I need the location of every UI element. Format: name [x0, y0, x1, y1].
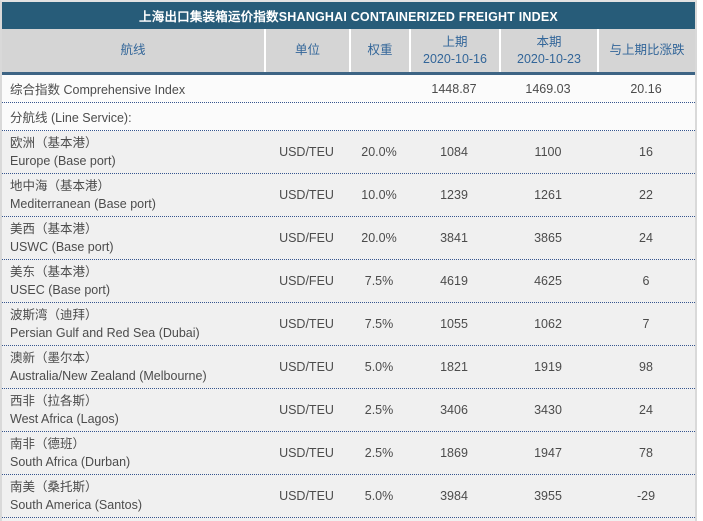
composite-curr-value: 1469.03: [525, 81, 571, 96]
unit-cell: USD/TEU: [279, 489, 334, 503]
unit-cell: USD/TEU: [279, 360, 334, 374]
unit-cell: USD/TEU: [279, 188, 334, 202]
weight-cell: 7.5%: [364, 274, 394, 288]
section-label: 分航线 (Line Service):: [10, 111, 132, 125]
table-bottom-spacer: [2, 518, 695, 521]
header-weight: 权重: [349, 29, 409, 72]
change-value-cell: 16: [639, 145, 653, 159]
change-value-cell: 24: [639, 403, 653, 417]
route-name-cn: 波斯湾（迪拜）: [10, 307, 98, 322]
route-row: 南美（桑托斯） South America (Santos) USD/TEU 5…: [2, 475, 695, 518]
route-name-cn: 南美（桑托斯）: [10, 479, 98, 494]
route-row: 地中海（基本港） Mediterranean (Base port) USD/T…: [2, 174, 695, 217]
prev-value-cell: 1239: [440, 188, 468, 202]
header-curr-date: 2020-10-23: [517, 51, 581, 66]
weight-cell: 2.5%: [364, 403, 394, 417]
curr-value-cell: 3430: [534, 403, 562, 417]
route-name-en: USWC (Base port): [10, 240, 114, 254]
curr-value-cell: 4625: [534, 274, 562, 288]
route-name-en: Persian Gulf and Red Sea (Dubai): [10, 326, 200, 340]
change-value-cell: -29: [636, 489, 656, 503]
weight-cell: 5.0%: [364, 489, 394, 503]
header-prev-period: 上期 2020-10-16: [409, 29, 499, 72]
header-prev-label: 上期: [442, 34, 468, 49]
route-name-cn: 澳新（墨尔本）: [10, 350, 98, 365]
route-name-cn: 欧洲（基本港）: [10, 135, 98, 150]
route-name-en: South Africa (Durban): [10, 455, 131, 469]
route-name-en: South America (Santos): [10, 498, 143, 512]
composite-index-label: 综合指数 Comprehensive Index: [10, 83, 186, 97]
weight-cell: 2.5%: [364, 446, 394, 460]
unit-cell: USD/TEU: [279, 317, 334, 331]
route-row: 欧洲（基本港） Europe (Base port) USD/TEU 20.0%…: [2, 131, 695, 174]
route-row: 波斯湾（迪拜） Persian Gulf and Red Sea (Dubai)…: [2, 303, 695, 346]
prev-value-cell: 3406: [440, 403, 468, 417]
prev-value-cell: 1821: [440, 360, 468, 374]
prev-value-cell: 4619: [440, 274, 468, 288]
curr-value-cell: 1919: [534, 360, 562, 374]
header-change: 与上期比涨跌: [597, 29, 695, 72]
weight-cell: 20.0%: [361, 145, 397, 159]
curr-value-cell: 3955: [534, 489, 562, 503]
prev-value-cell: 3984: [440, 489, 468, 503]
route-name-cn: 西非（拉各斯）: [10, 393, 98, 408]
composite-change-value: 20.16: [630, 81, 662, 96]
table-title: 上海出口集装箱运价指数SHANGHAI CONTAINERIZED FREIGH…: [139, 10, 558, 24]
prev-value-cell: 1869: [440, 446, 468, 460]
change-value-cell: 78: [639, 446, 653, 460]
route-row: 美西（基本港） USWC (Base port) USD/FEU 20.0% 3…: [2, 217, 695, 260]
unit-cell: USD/TEU: [279, 403, 334, 417]
route-name-cn: 地中海（基本港）: [10, 178, 111, 193]
composite-prev-value: 1448.87: [431, 81, 477, 96]
route-name-en: Australia/New Zealand (Melbourne): [10, 369, 207, 383]
curr-value-cell: 1947: [534, 446, 562, 460]
header-prev-date: 2020-10-16: [423, 51, 487, 66]
route-name-en: Europe (Base port): [10, 154, 116, 168]
unit-cell: USD/FEU: [279, 231, 334, 245]
route-row: 南非（德班） South Africa (Durban) USD/TEU 2.5…: [2, 432, 695, 475]
unit-cell: USD/TEU: [279, 145, 334, 159]
route-name-cn: 美东（基本港）: [10, 264, 98, 279]
header-curr-period: 本期 2020-10-23: [499, 29, 597, 72]
route-name-cn: 南非（德班）: [10, 436, 86, 451]
prev-value-cell: 1084: [440, 145, 468, 159]
route-rows-container: 欧洲（基本港） Europe (Base port) USD/TEU 20.0%…: [2, 131, 695, 518]
route-name-en: West Africa (Lagos): [10, 412, 119, 426]
curr-value-cell: 3865: [534, 231, 562, 245]
route-name-en: Mediterranean (Base port): [10, 197, 156, 211]
unit-cell: USD/FEU: [279, 274, 334, 288]
change-value-cell: 22: [639, 188, 653, 202]
route-name-en: USEC (Base port): [10, 283, 111, 297]
weight-cell: 7.5%: [364, 317, 394, 331]
change-value-cell: 98: [639, 360, 653, 374]
unit-cell: USD/TEU: [279, 446, 334, 460]
route-row: 澳新（墨尔本） Australia/New Zealand (Melbourne…: [2, 346, 695, 389]
table-header-row: 航线 单位 权重 上期 2020-10-16 本期 2020-10-23 与上期…: [2, 29, 695, 75]
change-value-cell: 6: [642, 274, 650, 288]
table-title-bar: 上海出口集装箱运价指数SHANGHAI CONTAINERIZED FREIGH…: [2, 2, 695, 29]
curr-value-cell: 1100: [534, 145, 562, 159]
curr-value-cell: 1261: [534, 188, 562, 202]
route-name-cn: 美西（基本港）: [10, 221, 98, 236]
header-unit: 单位: [264, 29, 349, 72]
route-row: 美东（基本港） USEC (Base port) USD/FEU 7.5% 46…: [2, 260, 695, 303]
curr-value-cell: 1062: [534, 317, 562, 331]
weight-cell: 5.0%: [364, 360, 394, 374]
prev-value-cell: 3841: [440, 231, 468, 245]
route-row: 西非（拉各斯） West Africa (Lagos) USD/TEU 2.5%…: [2, 389, 695, 432]
composite-index-row: 综合指数 Comprehensive Index 1448.87 1469.03…: [2, 75, 695, 103]
prev-value-cell: 1055: [440, 317, 468, 331]
section-label-row: 分航线 (Line Service):: [2, 103, 695, 131]
weight-cell: 20.0%: [361, 231, 397, 245]
change-value-cell: 24: [639, 231, 653, 245]
header-route: 航线: [120, 43, 146, 58]
header-curr-label: 本期: [536, 34, 562, 49]
change-value-cell: 7: [642, 317, 650, 331]
weight-cell: 10.0%: [361, 188, 397, 202]
